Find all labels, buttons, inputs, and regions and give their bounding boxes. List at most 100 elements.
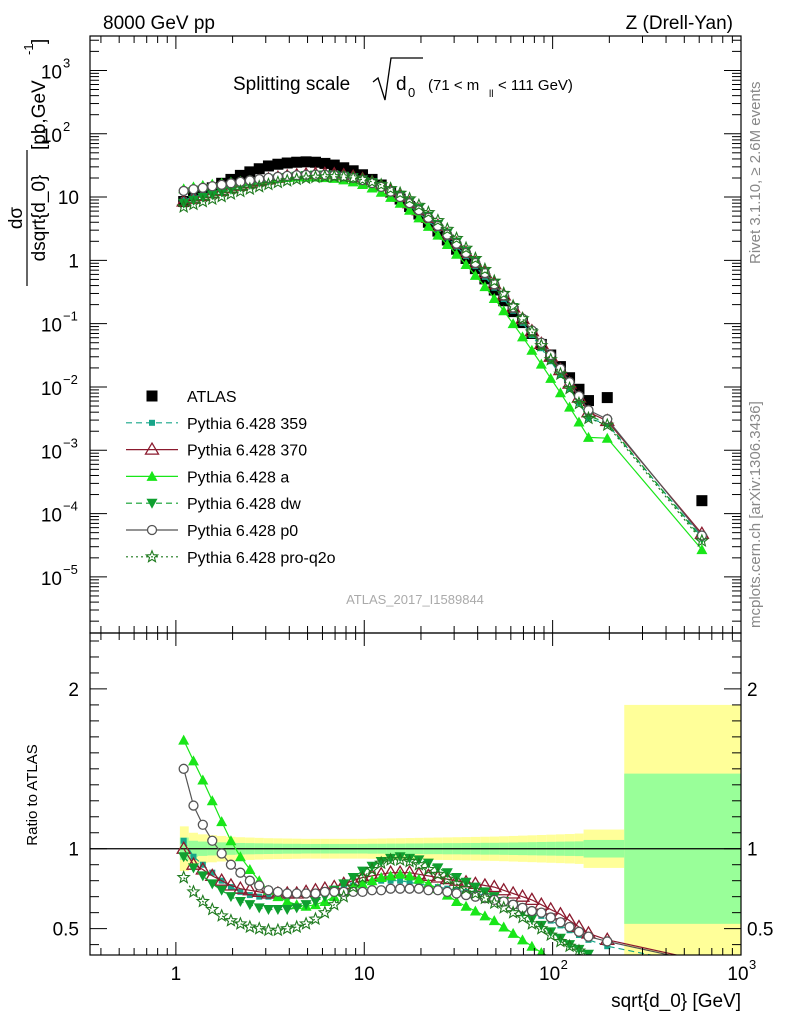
ratio-point bbox=[458, 881, 474, 895]
ratio-point bbox=[582, 949, 594, 955]
ratio-point bbox=[564, 940, 576, 951]
ratio-point bbox=[197, 871, 209, 882]
data-point bbox=[545, 372, 557, 383]
ratio-point bbox=[366, 861, 378, 872]
mcplots-label: mcplots.cern.ch [arXiv:1306.3436] bbox=[747, 401, 764, 628]
data-point bbox=[197, 192, 209, 203]
y-tick-label: 10 −4 bbox=[41, 499, 78, 527]
x-tick-base: 10 bbox=[727, 964, 748, 985]
legend-marker-icon bbox=[146, 390, 158, 402]
ratio-point bbox=[317, 905, 333, 919]
data-point bbox=[233, 183, 248, 198]
y-tick-exp: −4 bbox=[63, 499, 78, 514]
legend-item: Pythia 6.428 370 bbox=[126, 441, 307, 460]
data-point bbox=[252, 179, 267, 193]
data-point bbox=[242, 181, 257, 196]
ratio-point bbox=[178, 734, 190, 745]
data-point bbox=[601, 392, 613, 404]
data-point bbox=[430, 213, 446, 227]
ratio-point bbox=[536, 907, 547, 918]
y-tick-base: 10 bbox=[41, 379, 62, 400]
data-point bbox=[562, 380, 577, 395]
data-point bbox=[517, 331, 529, 342]
ratio-point bbox=[374, 855, 389, 870]
data-point bbox=[573, 383, 585, 395]
data-point bbox=[216, 187, 228, 198]
ratio-axis-ticks: 2 21 10.5 0.51 10 10 2 10 3 bbox=[53, 633, 773, 985]
data-point bbox=[479, 281, 491, 292]
y-label-numerator: dσ bbox=[6, 207, 27, 230]
data-point bbox=[507, 318, 519, 329]
data-point bbox=[197, 182, 208, 193]
ratio-point bbox=[338, 879, 350, 890]
ratio-point bbox=[394, 868, 406, 879]
ratio-point bbox=[524, 916, 540, 930]
data-point bbox=[253, 163, 265, 175]
y-tick-exp: −3 bbox=[63, 435, 78, 450]
data-point bbox=[216, 179, 227, 190]
ratio-point bbox=[498, 921, 510, 932]
ratio-point bbox=[234, 896, 246, 907]
y-label-denominator: dsqrt{d_0} bbox=[29, 175, 50, 262]
ratio-point bbox=[524, 892, 540, 906]
data-point bbox=[696, 495, 708, 507]
data-point bbox=[498, 305, 510, 316]
x-tick-base: 10 bbox=[354, 964, 375, 985]
data-point bbox=[535, 358, 547, 369]
main-y-axis-label: dσ dsqrt{d_0} [pb,GeV -1 ] bbox=[6, 39, 50, 286]
ratio-point bbox=[536, 947, 546, 955]
ratio-point bbox=[545, 912, 556, 923]
ratio-point bbox=[232, 880, 249, 894]
legend-item: Pythia 6.428 p0 bbox=[126, 523, 298, 540]
plot-title-cut-sub: ll bbox=[489, 89, 493, 100]
ratio-point bbox=[375, 871, 387, 882]
ratio-point bbox=[376, 885, 387, 896]
data-point bbox=[383, 181, 398, 195]
data-point bbox=[432, 220, 444, 232]
ratio-point bbox=[187, 863, 199, 874]
ratio-point bbox=[479, 910, 491, 921]
ratio-point bbox=[543, 927, 558, 942]
ratio-point bbox=[488, 915, 500, 926]
data-point bbox=[583, 405, 594, 416]
ratio-point bbox=[555, 917, 566, 928]
ratio-point bbox=[496, 900, 511, 914]
data-point bbox=[214, 188, 229, 203]
data-point bbox=[477, 261, 493, 276]
x-tick-base: 1 bbox=[171, 964, 182, 985]
data-point bbox=[244, 166, 256, 178]
ratio-point bbox=[515, 909, 530, 924]
ratio-point bbox=[505, 905, 521, 919]
ratio-point bbox=[289, 919, 304, 934]
y-tick-label: 10 −2 bbox=[41, 372, 78, 400]
legend-label: Pythia 6.428 359 bbox=[187, 416, 307, 433]
ratio-point bbox=[235, 867, 246, 878]
x-tick-label: 10 bbox=[354, 964, 375, 985]
ratio-point bbox=[225, 892, 237, 903]
x-axis-label: sqrt{d_0} [GeV] bbox=[611, 991, 741, 1012]
y-tick-exp: 2 bbox=[63, 119, 70, 134]
y-tick-base: 10 bbox=[41, 506, 62, 527]
data-point bbox=[394, 197, 406, 208]
y-tick-base: 10 bbox=[41, 442, 62, 463]
analysis-watermark: ATLAS_2017_I1589844 bbox=[346, 592, 484, 607]
ratio-point bbox=[402, 854, 417, 868]
y-tick-exp: −1 bbox=[63, 309, 78, 324]
y-tick-label: 10 bbox=[58, 188, 79, 209]
ratio-point bbox=[291, 888, 302, 899]
data-point bbox=[421, 204, 436, 219]
ratio-tick-label-right: 0.5 bbox=[747, 920, 773, 941]
ratio-point bbox=[346, 879, 361, 894]
data-point bbox=[206, 190, 218, 201]
ratio-point bbox=[216, 885, 228, 896]
data-point bbox=[291, 156, 303, 168]
y-tick-label: 10 −1 bbox=[41, 309, 78, 337]
ratio-point bbox=[263, 885, 274, 896]
y-tick-label: 10 −5 bbox=[41, 562, 78, 590]
ratio-point bbox=[602, 936, 613, 947]
ratio-point bbox=[195, 893, 210, 908]
ratio-point bbox=[187, 755, 199, 766]
ratio-point bbox=[364, 862, 380, 876]
ratio-line bbox=[183, 856, 595, 955]
data-point bbox=[186, 196, 201, 211]
